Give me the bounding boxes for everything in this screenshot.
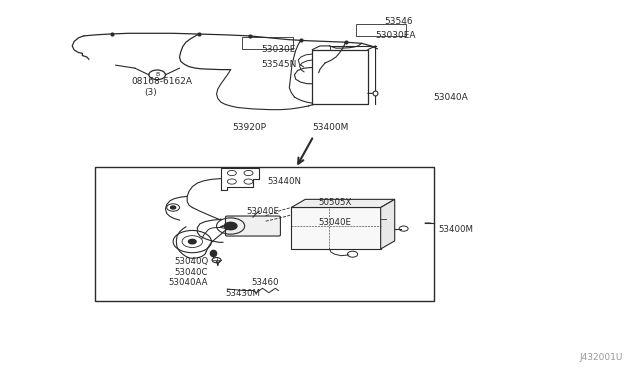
Text: 53545N: 53545N bbox=[261, 60, 296, 69]
Bar bbox=[95, 167, 434, 301]
Text: 53440N: 53440N bbox=[268, 177, 301, 186]
Text: 53546: 53546 bbox=[384, 17, 413, 26]
Text: 53040Q: 53040Q bbox=[174, 257, 209, 266]
Circle shape bbox=[171, 206, 175, 209]
Text: 53040E: 53040E bbox=[246, 207, 280, 216]
Bar bbox=[242, 37, 293, 49]
Circle shape bbox=[224, 222, 237, 230]
Polygon shape bbox=[291, 199, 395, 208]
Text: 53040C: 53040C bbox=[174, 268, 208, 277]
Bar bbox=[291, 208, 381, 249]
Text: 08168-6162A: 08168-6162A bbox=[132, 77, 193, 86]
Text: B: B bbox=[155, 72, 159, 77]
Text: 50505X: 50505X bbox=[319, 198, 352, 207]
Text: 53400M: 53400M bbox=[312, 123, 349, 132]
Text: 53040E: 53040E bbox=[319, 218, 352, 227]
Bar bbox=[356, 25, 406, 36]
Text: 53460: 53460 bbox=[252, 278, 279, 287]
Text: 53430M: 53430M bbox=[225, 289, 260, 298]
Text: 53400M: 53400M bbox=[438, 225, 473, 234]
Text: 53040A: 53040A bbox=[434, 93, 468, 102]
Polygon shape bbox=[381, 199, 395, 249]
Text: 53040AA: 53040AA bbox=[168, 278, 207, 287]
Text: 53030E: 53030E bbox=[261, 45, 296, 54]
Text: J432001U: J432001U bbox=[580, 353, 623, 362]
Circle shape bbox=[188, 239, 196, 244]
FancyBboxPatch shape bbox=[225, 216, 280, 236]
Text: 53920P: 53920P bbox=[232, 123, 266, 132]
Text: (3): (3) bbox=[145, 88, 157, 97]
Text: 53030EA: 53030EA bbox=[376, 31, 416, 40]
